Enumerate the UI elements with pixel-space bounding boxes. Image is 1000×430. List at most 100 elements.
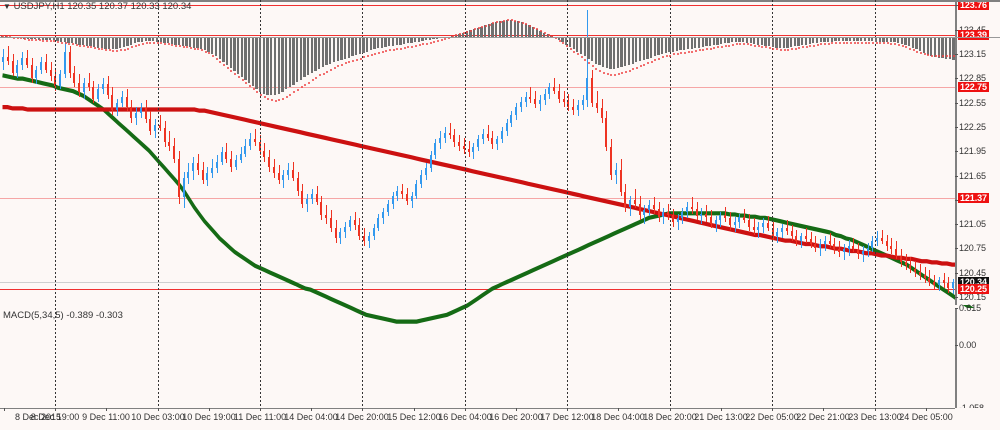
candle-body: [282, 174, 284, 180]
macd-signal-dot: [333, 67, 336, 70]
candle-body: [178, 158, 180, 198]
macd-bar: [808, 36, 811, 44]
candle-body: [102, 84, 104, 89]
macd-signal-dot: [860, 41, 863, 44]
candle-body: [130, 106, 132, 119]
macd-bar: [819, 36, 822, 43]
macd-signal-dot: [27, 38, 30, 41]
macd-bar: [37, 36, 41, 40]
date-axis[interactable]: 8 Dec 2015 8 Dec 19:00 9 Dec 11:00 10 Dec 0…: [0, 408, 955, 430]
candle-body: [572, 106, 574, 111]
macd-bar: [262, 36, 266, 94]
candle-body: [240, 153, 242, 161]
candle-body: [900, 255, 902, 263]
macd-bar: [52, 36, 55, 41]
candle-body: [244, 145, 246, 154]
macd-bar: [793, 36, 797, 47]
macd-bar: [343, 36, 347, 59]
macd-signal-dot: [436, 39, 439, 42]
candle-wick: [668, 203, 669, 221]
macd-signal-dot: [256, 91, 259, 94]
price-marker-label: 120.34: [958, 276, 989, 287]
candle-wick: [744, 208, 745, 224]
macd-signal-dot: [293, 91, 296, 94]
macd-signal-dot: [672, 53, 675, 56]
macd-signal-dot: [90, 46, 93, 49]
macd-bar: [826, 36, 830, 42]
macd-signal-dot: [680, 52, 683, 55]
macd-bar: [388, 36, 391, 47]
date-tick-label: 24 Dec 05:00: [899, 412, 953, 422]
price-tick-label: 120.45: [959, 267, 986, 278]
candle-body: [786, 228, 788, 232]
candle-body: [895, 249, 897, 256]
macd-bar: [568, 36, 572, 47]
macd-zero-line: [0, 36, 1000, 38]
candle-body: [805, 236, 807, 240]
candle-body: [377, 218, 379, 229]
candle-body: [316, 194, 318, 203]
macd-signal-dot: [547, 33, 550, 36]
macd-signal-dot: [267, 97, 270, 100]
price-tick-label: 122.25: [959, 122, 986, 133]
macd-bar: [425, 36, 428, 41]
macd-bar: [487, 24, 490, 37]
candle-body: [458, 142, 460, 146]
macd-bar: [764, 36, 767, 46]
macd-signal-dot: [289, 93, 292, 96]
macd-bar: [922, 36, 926, 53]
macd-bar: [727, 36, 730, 43]
candle-body: [430, 155, 432, 169]
candle-wick: [450, 122, 451, 140]
candle-body: [814, 244, 816, 248]
candle-body: [382, 211, 384, 219]
macd-bar: [786, 36, 789, 48]
price-axis[interactable]: 123.76123.45123.15122.85122.55122.25121.…: [955, 0, 1000, 305]
macd-bar: [631, 36, 634, 64]
candle-body: [330, 218, 332, 229]
ma-fast-line: [2, 105, 998, 272]
candle-body: [325, 215, 327, 219]
macd-bar: [668, 36, 671, 53]
macd-bar: [513, 20, 516, 37]
macd-signal-dot: [477, 27, 480, 30]
candle-wick: [820, 239, 821, 256]
macd-bar: [126, 36, 129, 46]
candle-body: [610, 147, 612, 175]
price-marker-label: 123.39: [958, 29, 989, 40]
date-tick-mark: [106, 408, 107, 411]
macd-indicator-label[interactable]: MACD(5,34,5) -0.389 -0.303: [3, 310, 123, 321]
macd-signal-dot: [97, 47, 100, 50]
macd-bar: [200, 36, 203, 49]
candle-body: [558, 90, 560, 99]
macd-signal-dot: [875, 42, 878, 45]
macd-bar: [295, 36, 299, 83]
candle-wick: [326, 205, 327, 225]
macd-signal-dot: [790, 48, 793, 51]
macd-bar: [351, 36, 354, 57]
collapse-icon[interactable]: ▼: [3, 2, 11, 11]
candle-body: [287, 169, 289, 175]
macd-signal-dot: [381, 50, 384, 53]
date-tick-mark: [926, 408, 927, 411]
macd-signal-dot: [429, 41, 432, 44]
price-tick-label: 123.15: [959, 49, 986, 60]
candle-body: [748, 220, 750, 227]
date-tick-mark: [618, 408, 619, 411]
candle-body: [919, 271, 921, 276]
gridline-vertical: [670, 0, 671, 430]
candle-wick: [882, 229, 883, 245]
macd-bar: [45, 36, 48, 40]
macd-signal-dot: [315, 76, 318, 79]
candle-body: [301, 190, 303, 204]
candle-body: [69, 51, 71, 73]
macd-bar: [74, 36, 78, 44]
macd-signal-dot: [499, 20, 502, 23]
macd-signal-dot: [702, 48, 705, 51]
macd-signal-dot: [108, 49, 111, 52]
macd-tick-mark: [955, 344, 958, 346]
macd-bar: [893, 36, 896, 43]
